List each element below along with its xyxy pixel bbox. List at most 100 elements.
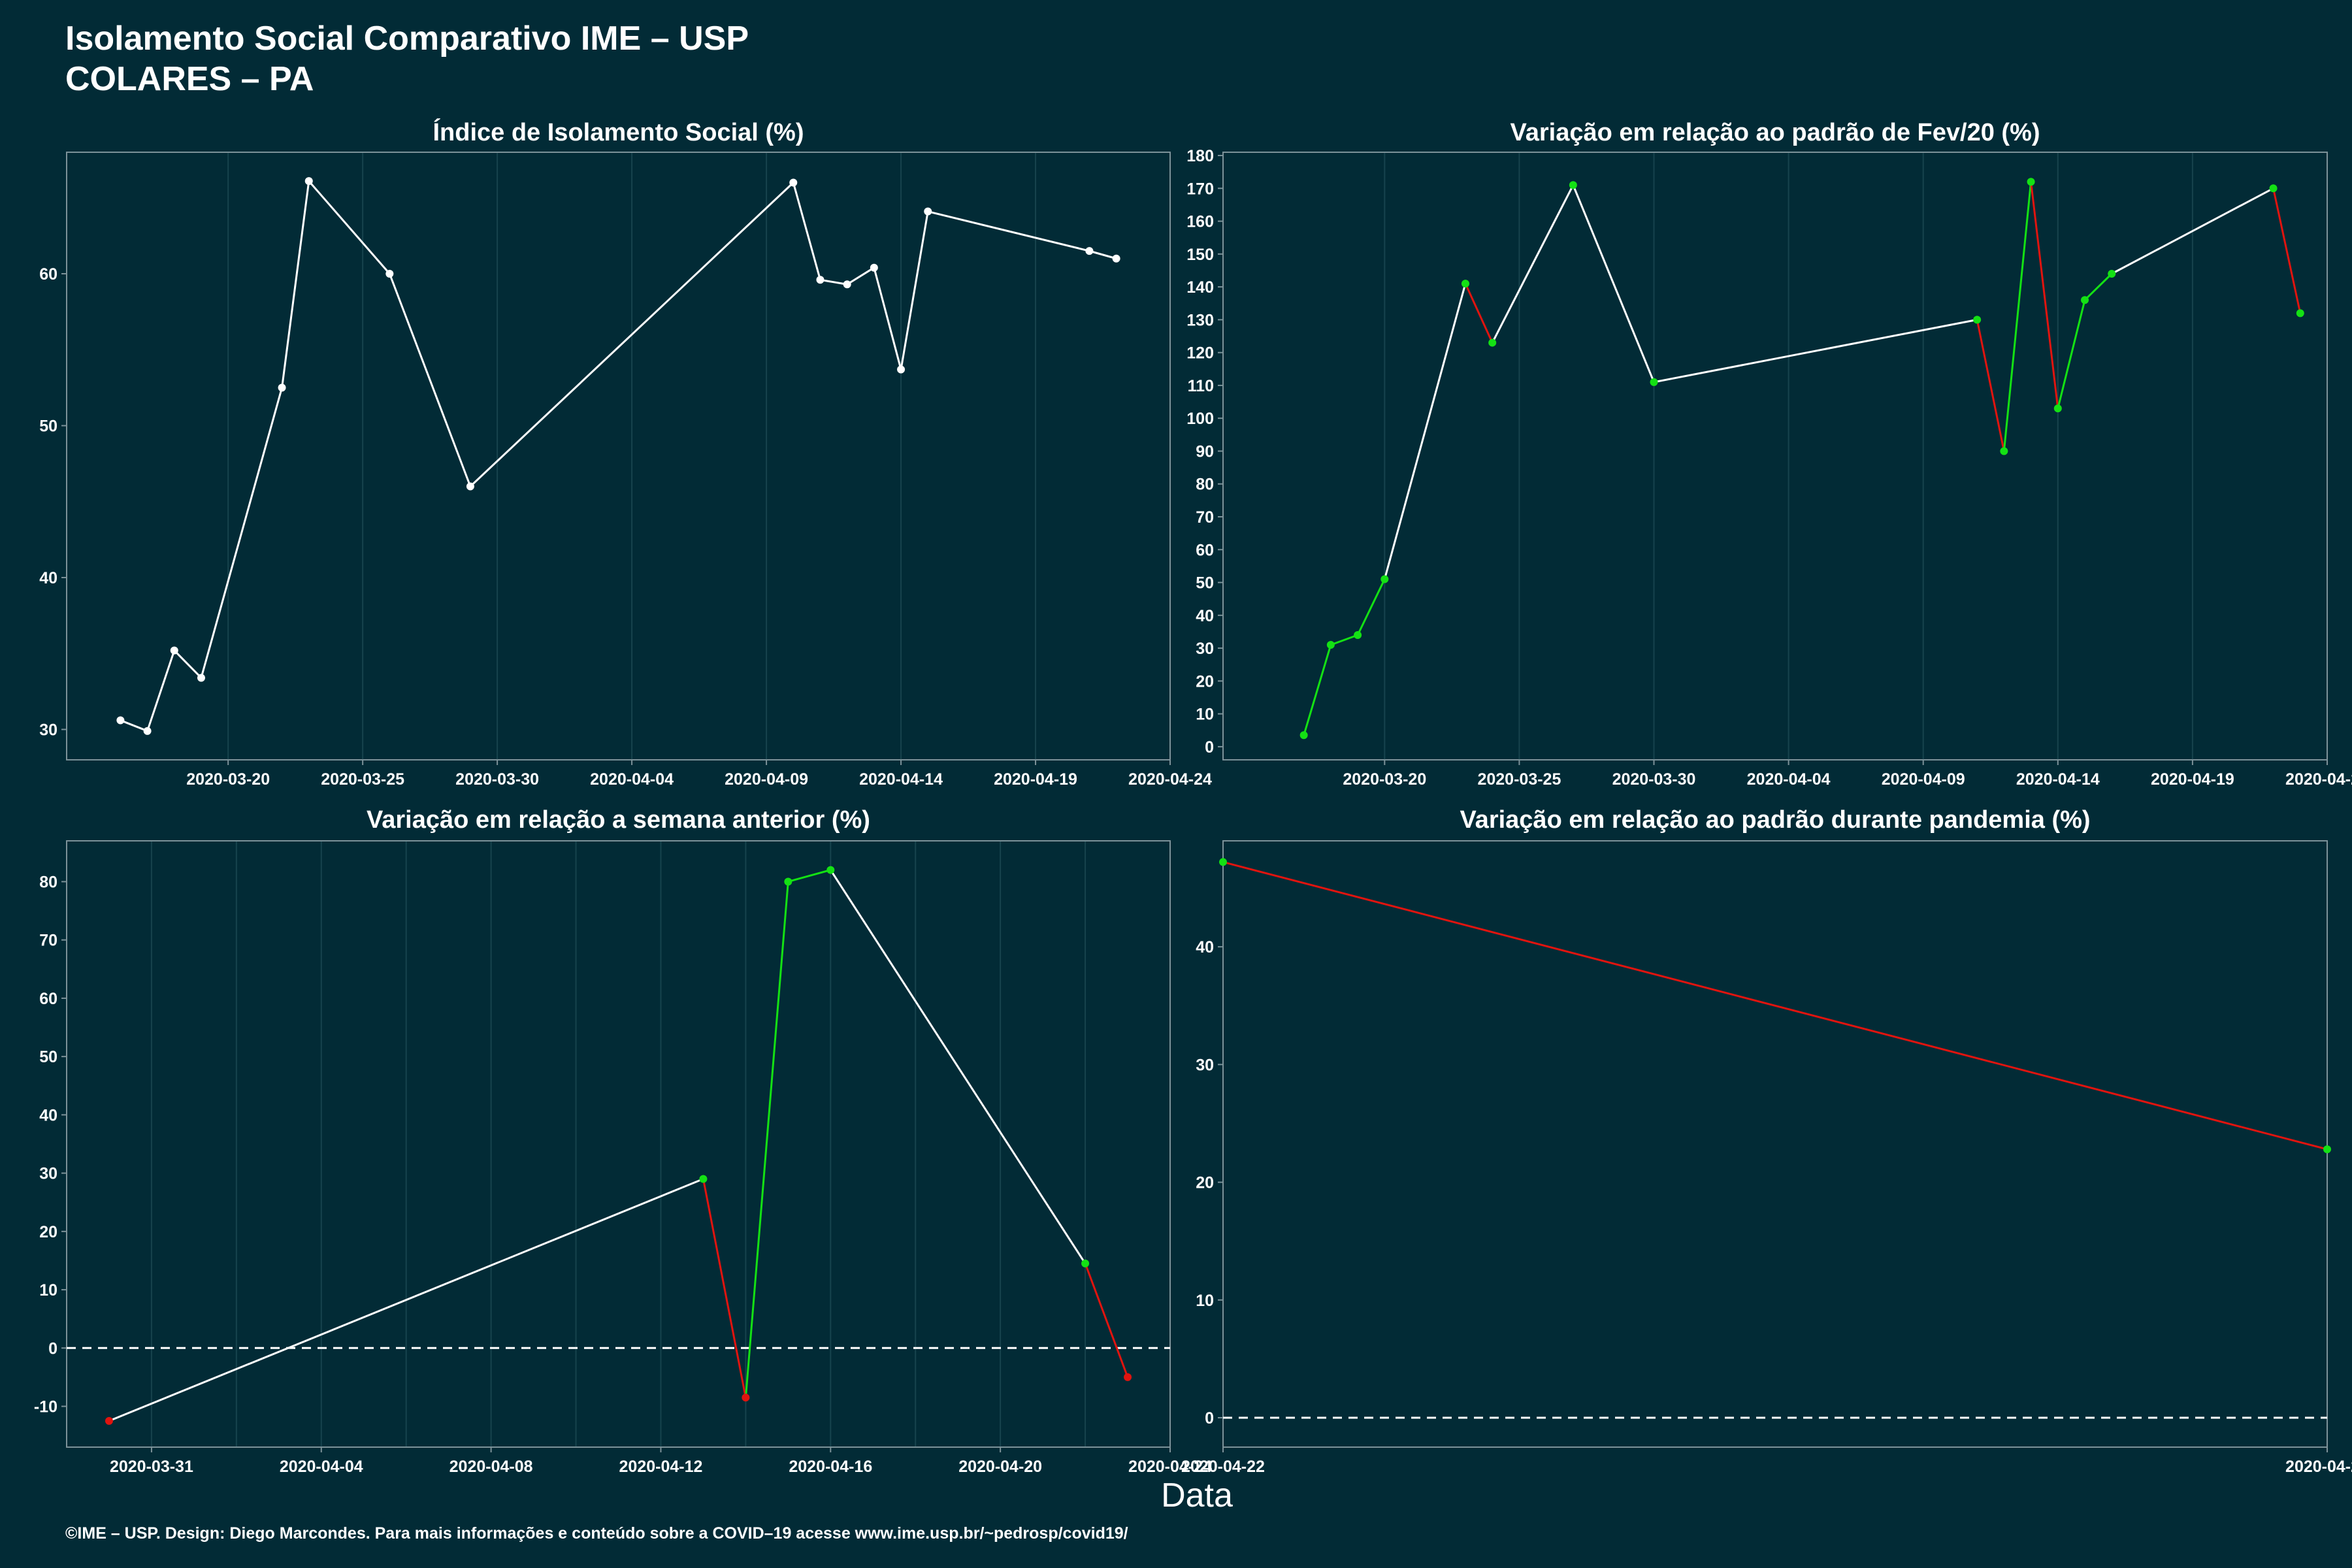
- series-line: [105, 866, 1132, 1425]
- grid-lines: [150, 841, 1086, 1447]
- data-point: [742, 1394, 750, 1402]
- data-point: [1354, 630, 1362, 639]
- series-segment: [927, 210, 1090, 252]
- y-tick-label: 30: [1196, 1056, 1214, 1074]
- x-tick-label: 2020-04-12: [619, 1458, 703, 1476]
- series-segment: [787, 869, 831, 883]
- series-segment: [1330, 634, 1358, 646]
- y-tick-label: 110: [1188, 377, 1214, 395]
- panel-title: Variação em relação a semana anterior (%…: [367, 806, 870, 834]
- series-segment: [1222, 860, 2328, 1151]
- series-segment: [1976, 319, 2005, 451]
- series-segment: [1491, 184, 1575, 344]
- x-tick-label: 2020-04-14: [859, 770, 943, 789]
- series-segment: [1464, 283, 1494, 344]
- x-tick-label: 2020-04-09: [1882, 770, 1965, 789]
- data-point: [105, 1416, 113, 1425]
- series-segment: [2002, 182, 2033, 451]
- x-tick-label: 2020-04-23: [2285, 1458, 2352, 1476]
- data-point: [143, 727, 152, 735]
- series-line: [1219, 858, 2331, 1154]
- plot-frame: [66, 152, 1171, 760]
- y-tick-label: 20: [39, 1223, 57, 1241]
- y-tick-label: 30: [1196, 640, 1214, 658]
- chart-panel-3: Variação em relação a semana anterior (%…: [34, 806, 1212, 1476]
- data-point: [1299, 731, 1308, 740]
- data-point: [2296, 309, 2304, 318]
- y-tick-label: 10: [1196, 706, 1214, 724]
- y-tick-label: 50: [39, 417, 57, 436]
- data-point: [2000, 447, 2008, 455]
- series-segment: [1654, 318, 1978, 384]
- series-segment: [1356, 578, 1386, 636]
- y-tick-label: 50: [1196, 574, 1214, 593]
- series-segment: [873, 267, 902, 370]
- data-point: [897, 365, 906, 374]
- data-point: [699, 1175, 708, 1183]
- series-line: [1299, 178, 2304, 740]
- footer-caption: ©IME – USP. Design: Diego Marcondes. Par…: [65, 1524, 1128, 1543]
- data-point: [1488, 338, 1497, 347]
- series-segment: [2272, 188, 2302, 314]
- chart-panel-4: Variação em relação ao padrão durante pa…: [1181, 806, 2352, 1476]
- page-title: Isolamento Social Comparativo IME – USP: [65, 20, 749, 57]
- grid-lines: [1384, 152, 2193, 760]
- x-tick-label: 2020-04-09: [725, 770, 808, 789]
- x-tick-label: 2020-04-19: [2151, 770, 2234, 789]
- series-line: [116, 177, 1120, 735]
- y-tick-label: 40: [1196, 938, 1214, 956]
- data-point: [304, 177, 313, 186]
- y-tick-label: 90: [1196, 442, 1214, 461]
- y-tick-label: 60: [39, 990, 57, 1008]
- x-tick-label: 2020-04-24: [1128, 770, 1212, 789]
- series-segment: [792, 182, 821, 280]
- data-point: [789, 178, 798, 187]
- data-point: [1650, 378, 1658, 386]
- data-point: [116, 716, 125, 725]
- series-segment: [2083, 272, 2113, 301]
- chart-panel-1: Índice de Isolamento Social (%) 2020-03-2…: [39, 118, 1212, 789]
- data-point: [1112, 254, 1120, 263]
- series-segment: [108, 1178, 704, 1422]
- data-point: [1081, 1259, 1090, 1267]
- series-segment: [702, 1179, 747, 1398]
- plot-frame: [66, 840, 1171, 1448]
- y-tick-label: 0: [1205, 738, 1214, 757]
- data-point: [2027, 178, 2035, 186]
- data-point: [385, 270, 394, 278]
- x-tick-label: 2020-03-30: [1612, 770, 1696, 789]
- x-tick-label: 2020-04-22: [1181, 1458, 1265, 1476]
- y-tick-label: 20: [1196, 672, 1214, 691]
- y-tick-label: 30: [39, 1165, 57, 1183]
- x-tick-label: 2020-04-19: [994, 770, 1077, 789]
- y-tick-label: 100: [1186, 410, 1214, 428]
- data-point: [2053, 404, 2062, 413]
- series-segment: [146, 650, 176, 732]
- data-point: [843, 280, 851, 289]
- data-point: [1973, 316, 1982, 324]
- y-tick-label: 60: [1196, 541, 1214, 559]
- y-tick-label: 50: [39, 1048, 57, 1066]
- series-segment: [820, 278, 847, 286]
- y-tick-label: 10: [39, 1281, 57, 1299]
- panels: Índice de Isolamento Social (%) 2020-03-2…: [34, 118, 2352, 1476]
- series-segment: [744, 881, 789, 1398]
- series-segment: [173, 649, 203, 679]
- x-tick-label: 2020-03-20: [1343, 770, 1426, 789]
- y-tick-label: 30: [39, 721, 57, 740]
- y-tick-label: 160: [1186, 213, 1214, 231]
- data-point: [1326, 641, 1335, 649]
- data-point: [197, 674, 205, 682]
- data-point: [1124, 1373, 1132, 1381]
- page-subtitle: COLARES – PA: [65, 60, 314, 98]
- y-tick-label: 130: [1186, 311, 1214, 329]
- data-point: [466, 482, 474, 491]
- y-tick-label: 150: [1186, 246, 1214, 264]
- data-point: [2108, 270, 2116, 278]
- series-segment: [830, 869, 1086, 1264]
- panel-title: Variação em relação ao padrão de Fev/20 …: [1510, 119, 2040, 146]
- x-tick-label: 2020-03-25: [1477, 770, 1561, 789]
- y-tick-label: -10: [34, 1398, 57, 1416]
- y-tick-label: 60: [39, 265, 57, 284]
